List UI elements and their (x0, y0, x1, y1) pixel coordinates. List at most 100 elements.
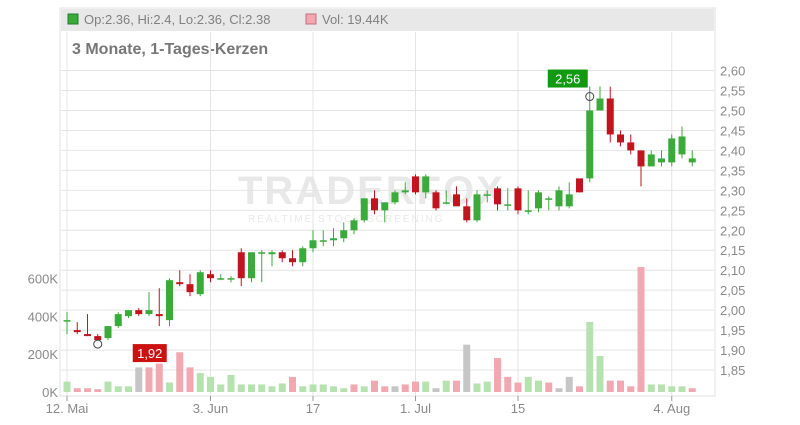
volume-bar (350, 384, 358, 392)
plot-background (59, 7, 716, 397)
volume-bar (155, 363, 163, 392)
candle-body (473, 194, 481, 221)
candle-body (606, 98, 614, 135)
candle-body (176, 282, 184, 285)
candle-body (186, 284, 194, 293)
candle-body (227, 278, 235, 280)
candle-body (627, 142, 635, 151)
volume-bar (535, 380, 542, 392)
volume-bar (688, 388, 696, 392)
volume-bar (617, 380, 624, 392)
candle-body (617, 134, 624, 143)
volume-bar (391, 386, 399, 392)
candle-body (330, 238, 337, 241)
candle-body (278, 252, 286, 259)
candle-body (401, 190, 409, 193)
candle-body (442, 202, 450, 204)
volume-bar (145, 367, 153, 392)
volume-bar (166, 382, 173, 392)
min-badge (132, 344, 167, 363)
candle-body (453, 194, 460, 207)
candle-body (350, 220, 358, 231)
candle-body (145, 310, 153, 315)
volume-bar (299, 386, 307, 392)
volume-bar (565, 376, 573, 392)
max-marker (585, 92, 595, 102)
volume-bar (104, 381, 112, 392)
volume-bar (196, 373, 204, 392)
candle-body (668, 138, 676, 163)
price-tick-label: 2,55 (720, 84, 745, 99)
volume-bar (319, 384, 327, 392)
watermark-tagline: REALTIME STOCK SCREENING (248, 214, 445, 225)
candle-body (155, 314, 163, 317)
volume-bar (268, 386, 276, 392)
volume-bar (412, 381, 419, 392)
volume-bar (401, 384, 409, 392)
volume-bar (258, 384, 266, 392)
candles (63, 86, 696, 341)
candle-body (135, 310, 143, 315)
price-tick-label: 2,10 (720, 263, 745, 278)
price-tick-label: 2,25 (720, 203, 745, 218)
volume-bar (514, 382, 522, 392)
volume-bar (381, 386, 389, 392)
price-tick-label: 2,15 (720, 243, 745, 258)
volume-bar (237, 384, 245, 392)
volume-bar (422, 381, 430, 392)
x-tick-label: 15 (511, 401, 525, 416)
volume-bar (678, 386, 686, 392)
volume-bar (576, 386, 583, 392)
volume-bar (586, 321, 594, 392)
chart-subtitle: 3 Monate, 1-Tages-Kerzen (72, 41, 268, 58)
volume-bar (227, 374, 235, 392)
price-tick-label: 2,20 (720, 223, 745, 238)
x-tick-label: 1. Jul (400, 401, 431, 416)
volume-bar (637, 267, 645, 392)
volume-bar (453, 380, 460, 392)
price-tick-label: 1,95 (720, 323, 745, 338)
x-tick-label: 12. Mai (46, 401, 89, 416)
x-tick-label: 4. Aug (653, 401, 690, 416)
volume-bar (309, 384, 317, 392)
candle-body (299, 248, 307, 263)
candle-body (94, 336, 102, 341)
candle-body (84, 334, 91, 337)
volume-bar (658, 384, 665, 392)
volume-bar (432, 388, 440, 392)
candle-body (658, 158, 665, 163)
candle-body (422, 176, 430, 193)
candle-body (391, 192, 399, 203)
candle-body (258, 252, 266, 254)
volume-bar (555, 388, 563, 392)
volume-bar (248, 384, 255, 392)
candle-body (166, 280, 173, 321)
candle-body (535, 192, 542, 209)
x-axis: 12. Mai 3. Jun 17 1. Jul 15 4. Aug (46, 396, 690, 416)
volume-axis: 600K 400K 200K 0K (28, 271, 59, 400)
candle-body (576, 178, 583, 193)
candle-body (371, 198, 378, 211)
price-tick-label: 1,85 (720, 363, 745, 378)
volume-tick-label: 600K (28, 271, 59, 286)
candle-body (114, 314, 122, 327)
candle-body (360, 198, 368, 221)
candle-body (637, 150, 645, 167)
candle-body (268, 252, 276, 255)
price-tick-label: 2,50 (720, 103, 745, 118)
volume-bar (627, 386, 635, 392)
candle-body (565, 194, 573, 207)
candle-body (647, 154, 655, 167)
volume-bar (186, 367, 194, 392)
min-annotation: 1,92 (93, 339, 167, 363)
candle-body (524, 210, 532, 212)
candle-body (494, 188, 501, 205)
max-annotation: 2,56 (547, 69, 595, 102)
candle-body (678, 136, 686, 155)
candle-body (248, 252, 255, 279)
candle-body (73, 330, 81, 333)
volume-bar (494, 357, 501, 392)
price-tick-label: 2,60 (720, 64, 745, 79)
volume-bar (94, 389, 102, 392)
